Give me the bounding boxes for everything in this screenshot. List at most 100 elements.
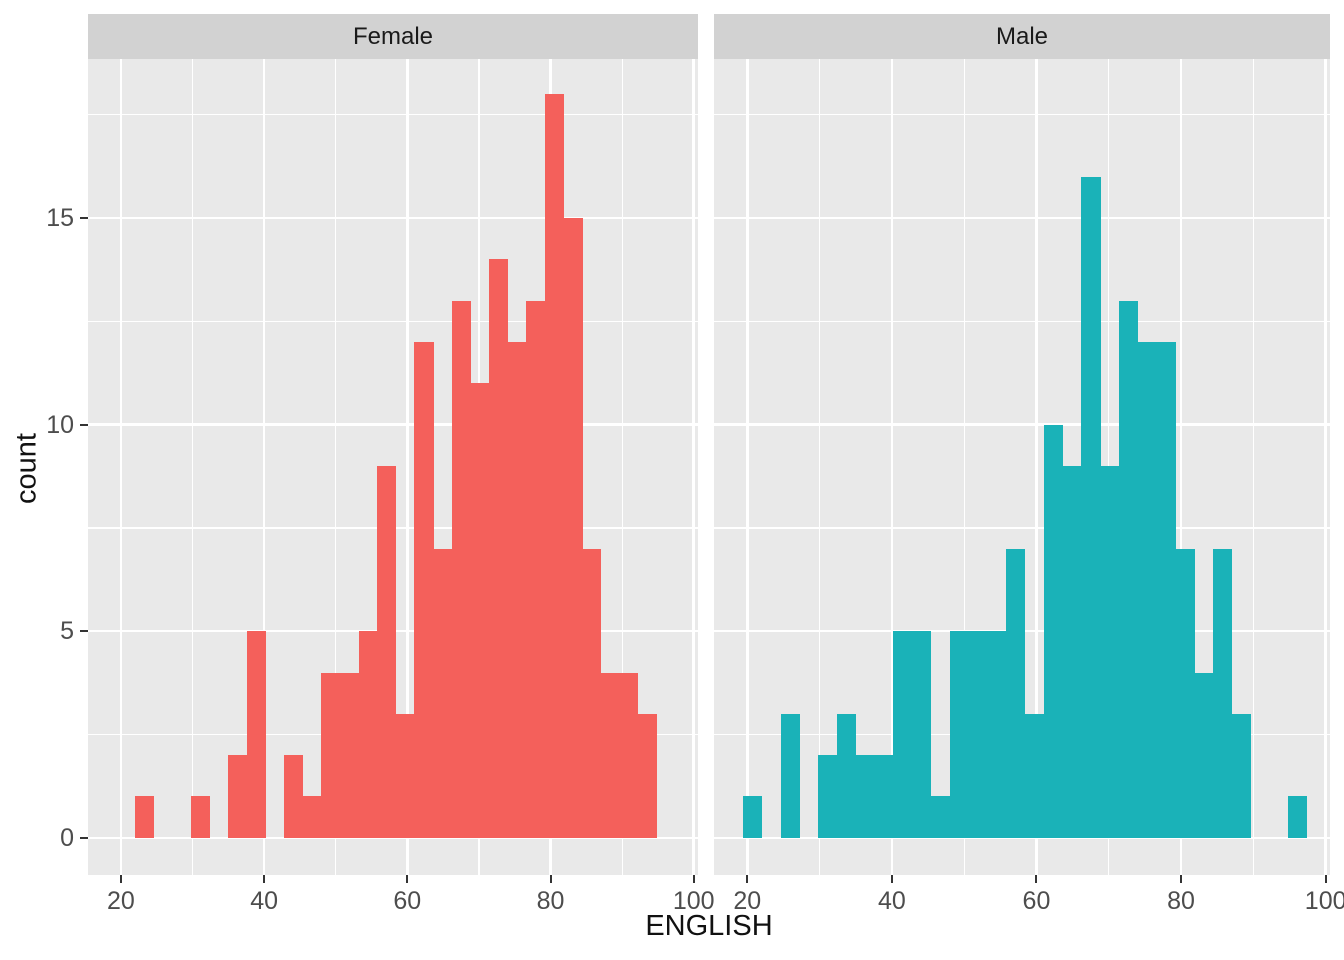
- x-axis-tick-label: 20: [733, 887, 762, 915]
- histogram-bar: [377, 465, 397, 838]
- histogram-bar: [507, 342, 527, 838]
- histogram-bar: [637, 713, 658, 838]
- histogram-bar: [470, 383, 490, 838]
- y-axis-tick-label: 10: [46, 410, 74, 439]
- histogram-bar: [600, 672, 620, 838]
- histogram-bar: [228, 755, 248, 838]
- x-axis-tick: [1035, 875, 1038, 883]
- facet-strip-label-female: Female: [352, 22, 434, 50]
- histogram-bar: [912, 631, 932, 838]
- histogram-bar: [321, 672, 341, 838]
- histogram-bar: [1043, 424, 1064, 838]
- histogram-bar: [987, 631, 1007, 838]
- histogram-bar: [1024, 713, 1045, 838]
- histogram-bar: [1006, 548, 1026, 838]
- x-axis-tick: [119, 875, 122, 883]
- x-axis-tick: [406, 875, 409, 883]
- gridline-y-major: [88, 836, 698, 840]
- histogram-bar: [135, 796, 155, 838]
- x-axis-tick-label: 100: [1304, 887, 1344, 915]
- histogram-bar: [968, 631, 988, 838]
- gridline-y-minor: [88, 114, 698, 116]
- y-axis-tick: [80, 423, 88, 426]
- histogram-bar: [191, 796, 211, 838]
- gridline-y-major: [88, 423, 698, 426]
- gridline-x-major: [262, 59, 266, 875]
- gridline-y-major: [714, 216, 1330, 220]
- histogram-bar: [358, 631, 378, 838]
- gridline-x-minor: [621, 59, 623, 875]
- histogram-bar: [544, 94, 564, 838]
- histogram-bar: [1231, 713, 1252, 838]
- x-axis-tick: [692, 875, 695, 883]
- y-axis-tick-label: 15: [46, 204, 74, 233]
- gridline-y-major: [714, 836, 1330, 840]
- histogram-bar: [246, 631, 267, 838]
- x-axis-title: ENGLISH: [645, 910, 773, 942]
- histogram-bar: [395, 713, 416, 838]
- facet-strip-female: Female: [88, 14, 698, 59]
- histogram-bar: [340, 672, 360, 838]
- x-axis-tick-label: 100: [672, 887, 715, 915]
- histogram-bar: [451, 300, 471, 838]
- gridline-x-minor: [335, 59, 337, 875]
- histogram-bar: [1137, 342, 1158, 838]
- gridline-y-minor: [714, 527, 1330, 529]
- gridline-x-minor: [818, 59, 821, 875]
- x-axis-tick-label: 40: [877, 887, 906, 915]
- gridline-y-minor: [714, 320, 1330, 322]
- gridline-y-major: [714, 423, 1330, 426]
- histogram-bar: [414, 342, 434, 838]
- histogram-bar: [818, 755, 838, 838]
- x-axis-tick-label: 80: [1167, 887, 1195, 915]
- gridline-x-minor: [1252, 59, 1254, 875]
- x-axis-tick: [1180, 875, 1183, 883]
- histogram-bar: [874, 755, 894, 838]
- x-axis-tick-label: 60: [1022, 887, 1051, 915]
- histogram-bar: [619, 672, 639, 838]
- x-axis-tick: [890, 875, 893, 883]
- plot-panel-female: [88, 59, 698, 875]
- histogram-bar: [488, 259, 509, 838]
- gridline-y-major: [88, 216, 698, 220]
- gridline-x-major: [746, 59, 749, 875]
- y-axis-tick-label: 5: [60, 617, 74, 646]
- gridline-x-major: [119, 59, 123, 875]
- histogram-bar: [893, 631, 913, 838]
- x-axis-tick-label: 80: [536, 887, 565, 915]
- gridline-y-minor: [714, 114, 1330, 116]
- histogram-bar: [1156, 342, 1176, 838]
- histogram-bar: [1212, 548, 1233, 838]
- histogram-bar: [1062, 465, 1082, 838]
- facet-strip-label-male: Male: [995, 22, 1049, 50]
- y-axis-tick-label: 0: [60, 823, 74, 852]
- x-axis-tick: [263, 875, 266, 883]
- x-axis-tick: [746, 875, 749, 883]
- histogram-bar: [1175, 548, 1195, 838]
- histogram-bar: [1118, 300, 1139, 838]
- x-axis-tick-label: 20: [107, 887, 135, 915]
- histogram-bar: [1100, 465, 1120, 838]
- histogram-bar: [1194, 672, 1214, 838]
- gridline-x-major: [890, 59, 894, 875]
- y-axis-title: count: [10, 433, 43, 504]
- gridline-x-major: [1324, 59, 1327, 875]
- histogram-bar: [433, 548, 453, 838]
- gridline-x-major: [1179, 59, 1183, 875]
- histogram-bar: [302, 796, 322, 838]
- gridline-x-minor: [191, 59, 194, 875]
- gridline-x-major: [692, 59, 695, 875]
- y-axis-tick: [80, 836, 88, 839]
- histogram-bar: [1288, 796, 1308, 838]
- histogram-bar: [563, 218, 583, 838]
- y-axis-tick: [80, 217, 88, 220]
- histogram-bar: [855, 755, 876, 838]
- x-axis-tick: [1324, 875, 1327, 883]
- histogram-bar: [526, 300, 546, 838]
- gridline-x-major: [1035, 59, 1038, 875]
- histogram-bar: [836, 713, 857, 838]
- x-axis-tick-label: 60: [393, 887, 422, 915]
- x-axis-tick-label: 40: [250, 887, 279, 915]
- gridline-x-minor: [963, 59, 965, 875]
